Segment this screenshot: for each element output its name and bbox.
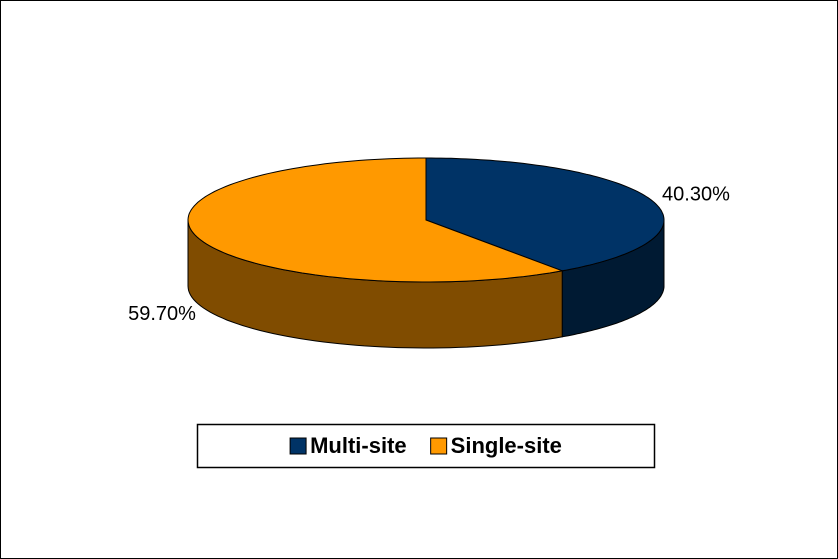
legend-box	[196, 423, 656, 469]
data-label: 59.70%	[128, 303, 196, 325]
pie-slice	[187, 157, 565, 283]
legend-label: Multi-site	[310, 433, 407, 458]
legend-swatch	[289, 437, 307, 455]
legend-label: Single-site	[451, 433, 562, 458]
pie-slice	[425, 157, 665, 272]
data-label: 40.30%	[662, 184, 730, 206]
legend-swatch	[430, 437, 448, 455]
pie: 40.30% 59.70%	[128, 157, 730, 349]
legend: Multi-site Single-site	[289, 433, 562, 458]
